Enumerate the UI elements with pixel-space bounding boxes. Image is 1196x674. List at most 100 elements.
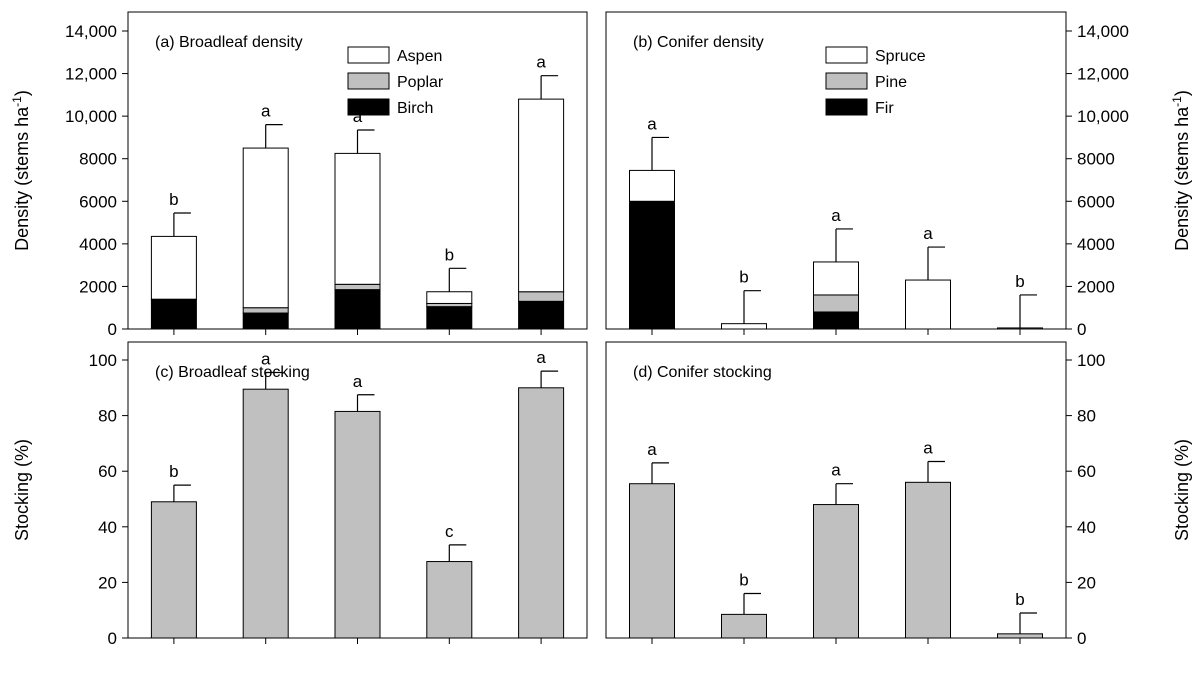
significance-letter: b: [169, 190, 178, 209]
bar-stocking: [997, 633, 1043, 639]
y-tick-label: 40: [1077, 518, 1096, 537]
significance-letter: b: [169, 462, 178, 481]
panel-title: (d) Conifer stocking: [633, 364, 772, 381]
y-axis-label: Density (stems ha-1): [1170, 90, 1192, 251]
significance-letter: b: [739, 268, 748, 287]
bar-spruce: [813, 261, 859, 296]
bar-birch: [334, 289, 381, 330]
y-tick-label: 6000: [79, 192, 117, 211]
y-tick-label: 100: [89, 351, 117, 370]
bar-spruce: [629, 169, 675, 202]
significance-letter: a: [536, 53, 546, 72]
legend-swatch: [825, 72, 868, 90]
y-tick-label: 20: [1077, 573, 1096, 592]
legend-label: Aspen: [397, 48, 442, 65]
bar-birch: [426, 306, 473, 330]
bar-stocking: [242, 388, 289, 639]
y-tick-label: 8000: [79, 150, 117, 169]
bar-birch: [518, 300, 565, 330]
bar-poplar: [334, 283, 381, 291]
y-tick-label: 4000: [1077, 235, 1115, 254]
y-tick-label: 80: [1077, 407, 1096, 426]
significance-letter: a: [353, 107, 363, 126]
y-tick-label: 8000: [1077, 150, 1115, 169]
y-axis-label: Stocking (%): [12, 439, 32, 541]
bar-stocking: [813, 504, 859, 639]
bar-stocking: [426, 561, 473, 639]
legend-swatch: [347, 98, 390, 116]
bar-aspen: [334, 152, 381, 285]
significance-letter: a: [261, 350, 271, 369]
bar-spruce: [997, 327, 1043, 330]
significance-letter: c: [445, 522, 454, 541]
legend-label: Spruce: [875, 48, 926, 65]
y-tick-label: 60: [1077, 462, 1096, 481]
panel-title: (c) Broadleaf stocking: [155, 364, 310, 381]
significance-letter: a: [923, 438, 933, 457]
legend-label: Poplar: [397, 74, 444, 91]
significance-letter: a: [831, 206, 841, 225]
bar-birch: [242, 312, 289, 330]
bar-stocking: [150, 501, 197, 639]
significance-letter: a: [353, 372, 363, 391]
bar-pine: [813, 294, 859, 313]
significance-letter: b: [1015, 272, 1024, 291]
y-tick-label: 0: [108, 320, 117, 339]
legend-label: Pine: [875, 74, 907, 91]
y-tick-label: 0: [1077, 629, 1086, 648]
legend-swatch: [825, 46, 868, 64]
y-tick-label: 10,000: [1077, 107, 1129, 126]
bar-poplar: [242, 307, 289, 314]
y-tick-label: 12,000: [1077, 65, 1129, 84]
y-tick-label: 0: [1077, 320, 1086, 339]
y-tick-label: 14,000: [65, 22, 117, 41]
bar-fir: [813, 311, 859, 330]
bar-stocking: [629, 483, 675, 639]
bar-aspen: [150, 235, 197, 300]
panel-broadleaf-density: (a) Broadleaf density 0 2000 4000 6000 8000 10…: [10, 11, 588, 339]
bar-spruce: [721, 323, 767, 330]
bar-stocking: [721, 613, 767, 639]
significance-letter: a: [647, 440, 657, 459]
y-tick-label: 12,000: [65, 65, 117, 84]
significance-letter: a: [647, 114, 657, 133]
legend-swatch: [347, 46, 390, 64]
panel-conifer-stocking: (d) Conifer stocking 0 20 40 60 80 100 Stocking…: [605, 341, 1192, 648]
y-tick-label: 100: [1077, 351, 1105, 370]
significance-letter: b: [739, 571, 748, 590]
y-tick-label: 14,000: [1077, 22, 1129, 41]
bar-spruce: [905, 279, 951, 330]
y-tick-label: 40: [98, 518, 117, 537]
bar-birch: [150, 298, 197, 330]
y-tick-label: 4000: [79, 235, 117, 254]
bar-stocking: [334, 410, 381, 639]
bar-poplar: [518, 291, 565, 302]
legend-swatch: [347, 72, 390, 90]
panel-conifer-density: (b) Conifer density 0 2000 4000 6000 8000 10,0…: [605, 11, 1192, 339]
legend-swatch: [825, 98, 868, 116]
y-tick-label: 6000: [1077, 192, 1115, 211]
bar-aspen: [426, 291, 473, 304]
significance-letter: a: [923, 224, 933, 243]
y-tick-label: 80: [98, 407, 117, 426]
significance-letter: b: [445, 245, 454, 264]
panel-title: (a) Broadleaf density: [155, 34, 303, 51]
y-tick-label: 0: [108, 629, 117, 648]
significance-letter: a: [831, 461, 841, 480]
bar-fir: [629, 200, 675, 330]
y-tick-label: 20: [98, 573, 117, 592]
y-tick-label: 60: [98, 462, 117, 481]
bar-stocking: [905, 481, 951, 639]
y-tick-label: 2000: [1077, 277, 1115, 296]
bar-aspen: [242, 147, 289, 309]
significance-letter: a: [536, 348, 546, 367]
legend-label: Birch: [397, 100, 433, 117]
legend-label: Fir: [875, 100, 894, 117]
significance-letter: a: [261, 102, 271, 121]
bar-aspen: [518, 98, 565, 293]
panel-title: (b) Conifer density: [633, 34, 764, 51]
y-axis-label: Density (stems ha-1): [10, 90, 32, 251]
significance-letter: b: [1015, 590, 1024, 609]
bar-stocking: [518, 387, 565, 639]
